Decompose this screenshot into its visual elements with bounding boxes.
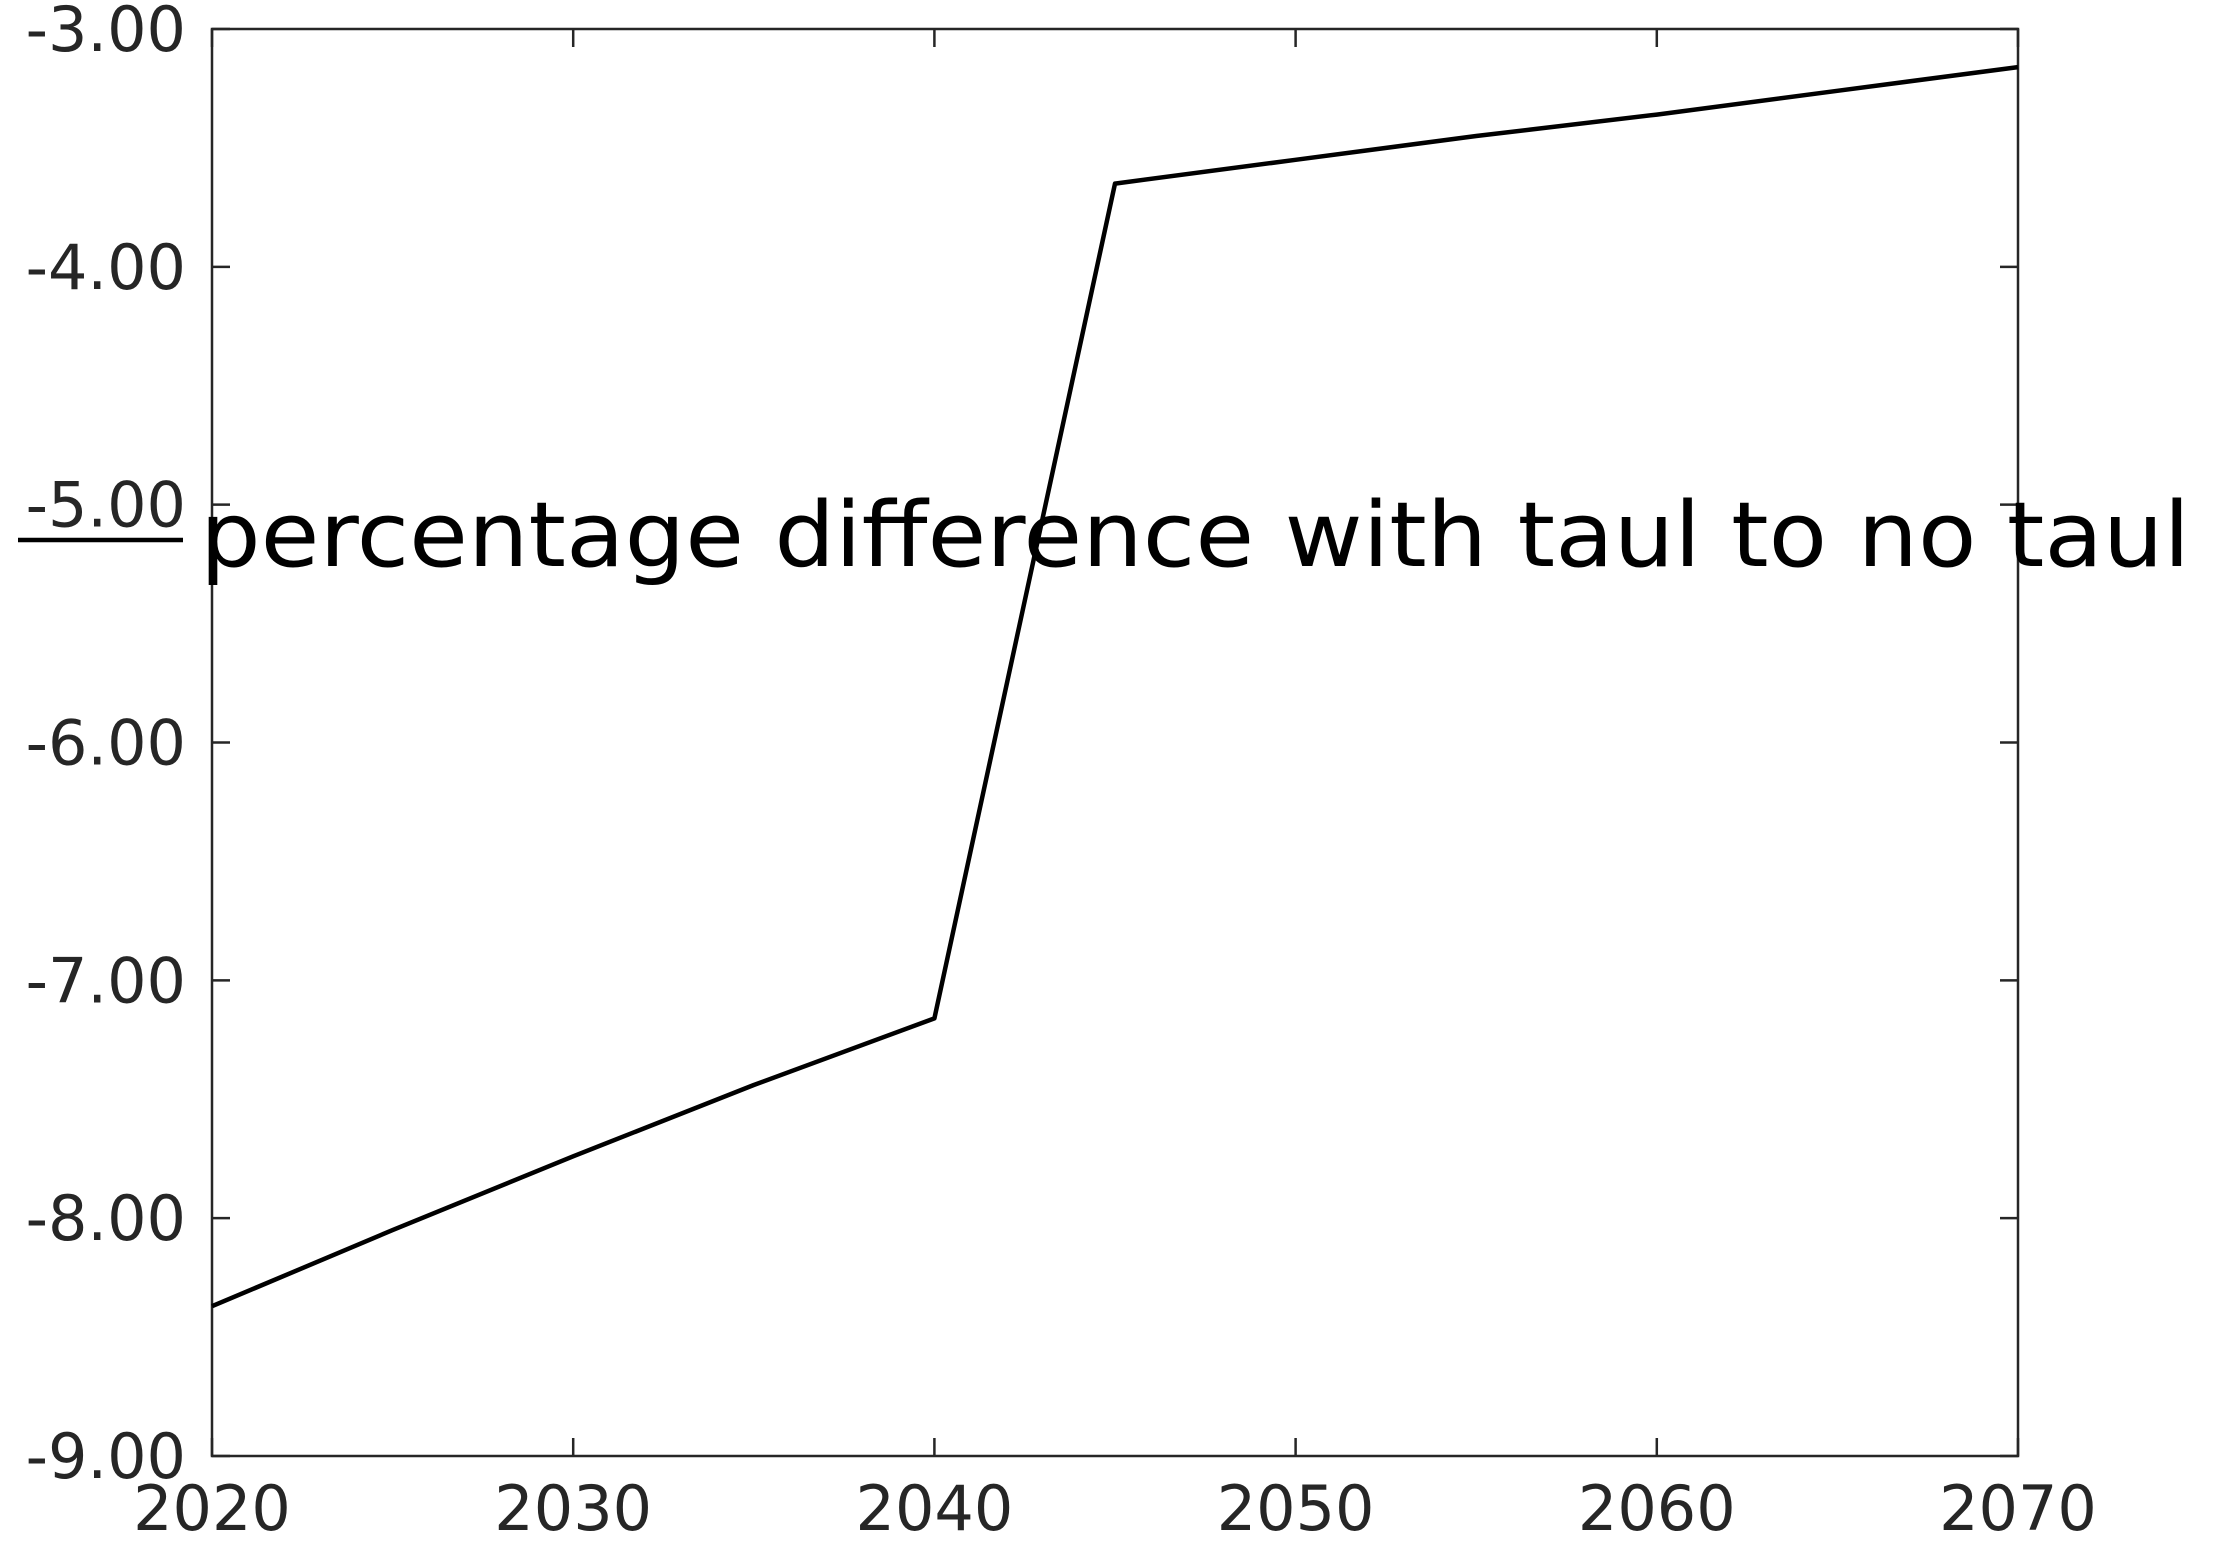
x-tick-label: 2050 <box>1217 1472 1375 1545</box>
legend-entry-label: percentage difference with taul to no ta… <box>200 483 2190 588</box>
y-tick-label: -8.00 <box>26 1182 186 1255</box>
series-line-0 <box>211 64 2019 1309</box>
x-tick-label: 2070 <box>1939 1472 2097 1545</box>
x-tick-label: 2020 <box>133 1472 291 1545</box>
y-tick-label: -6.00 <box>26 707 186 780</box>
x-tick-label: 2040 <box>856 1472 1014 1545</box>
y-tick-label: -9.00 <box>26 1420 186 1493</box>
y-tick-label: -3.00 <box>26 0 186 66</box>
plot-area-frame <box>210 27 2020 1458</box>
y-tick-label: -4.00 <box>26 231 186 304</box>
y-tick-label: -5.00 <box>26 469 186 542</box>
x-tick-label: 2030 <box>494 1472 652 1545</box>
x-tick-label: 2060 <box>1578 1472 1736 1545</box>
y-tick-label: -7.00 <box>26 944 186 1017</box>
